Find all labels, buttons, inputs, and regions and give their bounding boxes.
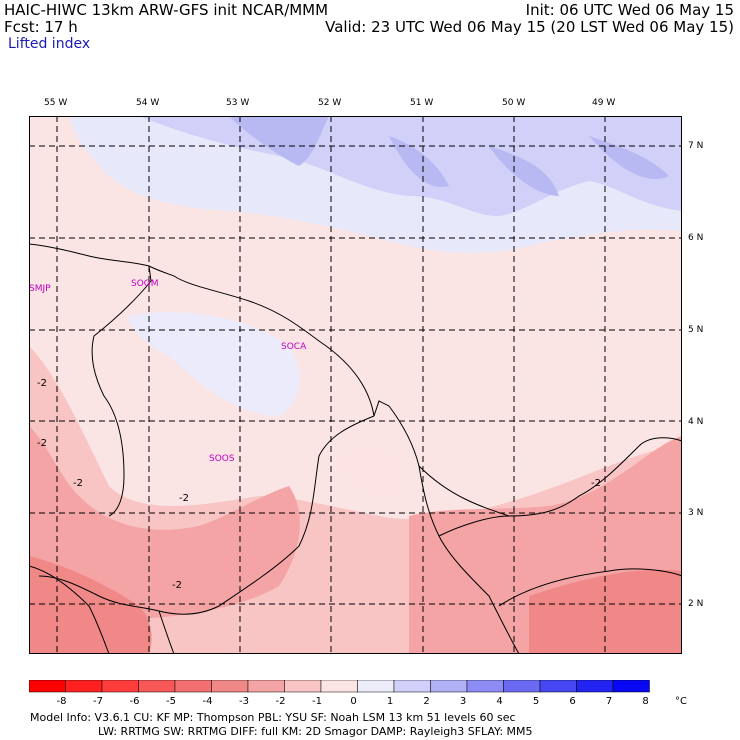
colorbar-swatch <box>393 680 431 693</box>
border <box>158 610 175 654</box>
stations: SMJP SOGM SOCA SOOS <box>29 279 307 464</box>
forecast-hour: Fcst: 17 h <box>4 18 78 36</box>
colorbar-swatch <box>576 680 614 693</box>
colorbar-unit: °C <box>675 696 687 707</box>
colorbar-tick-label: 3 <box>460 696 466 707</box>
colorbar-tick-label: -7 <box>93 696 103 707</box>
station-label: SMJP <box>29 284 51 294</box>
colorbar-tick-label: -8 <box>57 696 67 707</box>
colorbar-swatch <box>284 680 322 693</box>
lat-label: 3 N <box>688 508 704 518</box>
colorbar-tick-label: -3 <box>239 696 249 707</box>
coastlines <box>29 243 682 654</box>
lat-label: 7 N <box>688 141 704 151</box>
border <box>498 568 682 607</box>
lat-label: 5 N <box>688 325 704 335</box>
colorbar-swatch <box>101 680 139 693</box>
colorbar-swatch <box>174 680 212 693</box>
colorbar-swatch <box>430 680 468 693</box>
map-border <box>29 116 682 654</box>
lon-label: 50 W <box>502 98 526 108</box>
colorbar-tick-label: 1 <box>387 696 393 707</box>
lon-label: 49 W <box>592 98 616 108</box>
colorbar-tick-label: -2 <box>276 696 286 707</box>
colorbar-tick-label: 7 <box>606 696 612 707</box>
colorbar-tick-label: 6 <box>569 696 575 707</box>
colorbar-tick-label: -6 <box>130 696 140 707</box>
colorbar-tick-label: -1 <box>312 696 322 707</box>
lon-label: 51 W <box>410 98 434 108</box>
lat-label: 6 N <box>688 233 704 243</box>
colorbar-tick-label: 0 <box>350 696 356 707</box>
colorbar-swatch <box>503 680 541 693</box>
contour-label: -2 <box>172 580 182 591</box>
station-label: SOOS <box>209 454 235 464</box>
colorbar-swatch <box>247 680 285 693</box>
lon-label: 52 W <box>318 98 342 108</box>
contour-label: -2 <box>73 478 83 489</box>
init-time: Init: 06 UTC Wed 06 May 15 <box>525 1 734 19</box>
lon-label: 55 W <box>44 98 68 108</box>
field-name: Lifted index <box>8 36 91 52</box>
lifted-index-map: -2 -2 -2 -2 -2 -2 SMJP SOGM SOCA SOOS <box>29 116 682 654</box>
border <box>38 415 375 615</box>
positive-region-mid <box>129 312 300 416</box>
colorbar-tick-label: 4 <box>496 696 502 707</box>
colorbar-tick-label: 8 <box>642 696 648 707</box>
lat-label: 2 N <box>688 599 704 609</box>
station-label: SOGM <box>131 279 159 289</box>
colorbar-swatch <box>29 680 66 693</box>
colorbar-swatch <box>320 680 358 693</box>
border <box>91 265 152 517</box>
contour-labels: -2 -2 -2 -2 -2 -2 <box>37 378 601 591</box>
colorbar: -8 -7 -6 -5 -4 -3 -2 -1 0 1 2 3 4 5 6 7 8 °C <box>29 680 687 707</box>
colorbar-swatch <box>65 680 103 693</box>
neutral-patch <box>335 446 412 500</box>
colorbar-swatch <box>357 680 395 693</box>
colorbar-tick-label: -5 <box>166 696 176 707</box>
colorbar-swatches <box>29 680 650 693</box>
border <box>29 565 110 654</box>
lon-label: 53 W <box>226 98 250 108</box>
colorbar-swatch <box>138 680 176 693</box>
lat-label: 4 N <box>688 417 704 427</box>
lon-label: 54 W <box>136 98 160 108</box>
colorbar-labels: -8 -7 -6 -5 -4 -3 -2 -1 0 1 2 3 4 5 6 7 8 <box>57 696 649 707</box>
colorbar-swatch <box>612 680 650 693</box>
lat-lon-grid <box>29 116 682 654</box>
contour-label: -2 <box>591 478 601 489</box>
colorbar-tick-label: 5 <box>533 696 539 707</box>
model-info: Model Info: V3.6.1 CU: KF MP: Thompson P… <box>30 711 516 724</box>
coastline <box>29 243 520 654</box>
colorbar-swatch <box>539 680 577 693</box>
colorbar-swatch <box>466 680 504 693</box>
border <box>418 437 682 517</box>
positive-region-stronger <box>229 116 669 196</box>
contour-label: -2 <box>37 438 47 449</box>
colorbar-tick-label: 2 <box>423 696 429 707</box>
border <box>438 515 510 537</box>
model-physics: LW: RRTMG SW: RRTMG DIFF: full KM: 2D Sm… <box>98 725 533 738</box>
valid-time: Valid: 23 UTC Wed 06 May 15 (20 LST Wed … <box>325 18 734 36</box>
colorbar-tick-label: -4 <box>203 696 213 707</box>
colorbar-swatch <box>211 680 249 693</box>
contour-label: -2 <box>37 378 47 389</box>
negative-region <box>29 426 300 620</box>
model-title: HAIC-HIWC 13km ARW-GFS init NCAR/MMM <box>4 1 329 19</box>
contour-label: -2 <box>179 493 189 504</box>
station-label: SOCA <box>281 342 307 352</box>
